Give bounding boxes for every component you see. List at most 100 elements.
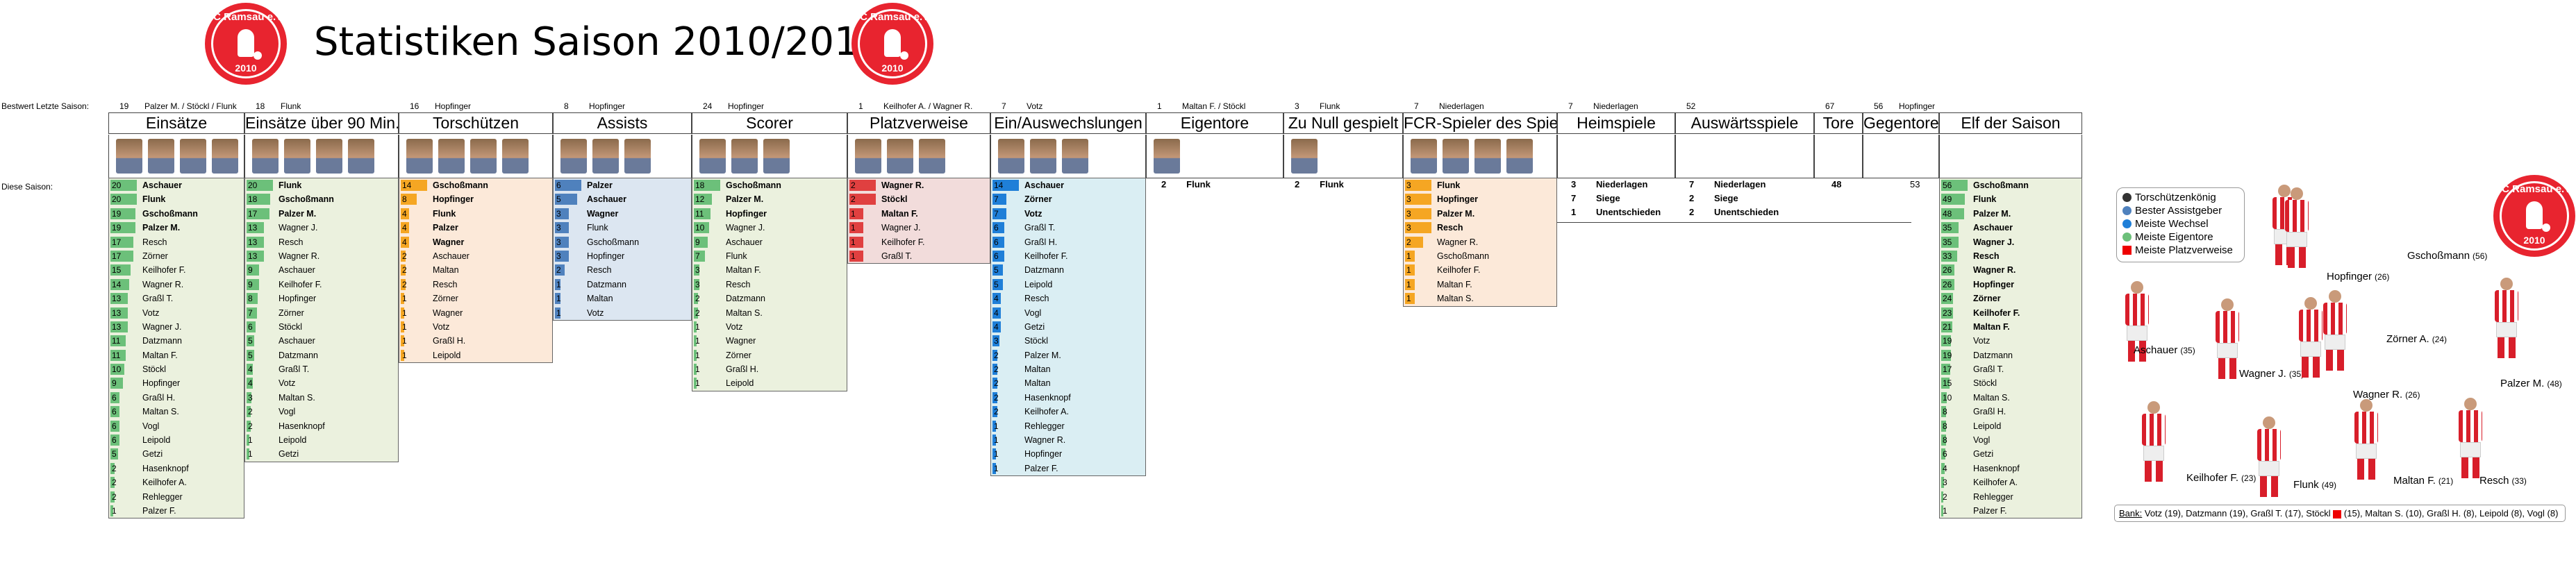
row-value: 3 <box>556 208 561 219</box>
player-shorts <box>2356 444 2377 459</box>
row-player-name: Keilhofer F. <box>881 237 925 247</box>
player-photo <box>1291 139 1318 174</box>
table-row: 3 Maltan S. <box>245 391 398 405</box>
player-head <box>2500 278 2513 290</box>
player-figure <box>2459 398 2482 481</box>
table-row: 14 Aschauer <box>991 178 1145 192</box>
value-bar <box>1941 264 1954 276</box>
table-row: 1 Zörner <box>399 292 552 305</box>
player-figure <box>2323 290 2347 373</box>
page-title: Statistiken Saison 2010/2011 <box>314 19 884 65</box>
player-legs <box>2326 350 2344 371</box>
section-header: Gegentore <box>1863 112 1939 134</box>
row-player-name: Hopfinger <box>142 378 181 389</box>
table-row: 56 Gschoßmann <box>1940 178 2081 192</box>
player-photo <box>919 139 945 174</box>
row-value: 1 <box>1943 505 1947 516</box>
gegentore-value: 53 <box>1910 179 1920 189</box>
row-value: 6 <box>1943 449 1947 459</box>
row-player-name: Wagner J. <box>142 321 182 332</box>
player-photo <box>316 139 342 174</box>
value-bar <box>110 293 128 305</box>
bestwert-label: Bestwert Letzte Saison: <box>1 101 90 111</box>
player-photo <box>212 139 238 174</box>
table-row: 6 Getzi <box>1940 447 2081 461</box>
bestwert-name: Flunk <box>1320 101 1340 111</box>
ball-icon <box>2122 233 2132 242</box>
row-value: 1 <box>402 294 407 304</box>
value-bar <box>1405 264 1415 276</box>
table-row: 1 Keilhofer F. <box>1404 263 1556 277</box>
row-value: 2 <box>556 265 561 276</box>
table-row: 5 Getzi <box>109 447 244 461</box>
match-result: Siege <box>1596 193 1620 203</box>
row-player-name: Leipold <box>142 435 171 446</box>
player-photo <box>1443 139 1469 174</box>
player-legs <box>2498 337 2516 358</box>
row-value: 2 <box>695 294 700 304</box>
stat-column-torschuetzen: 14 Gschoßmann 8 Hopfinger 4 Flunk 4 Palzer 4 Wagn… <box>399 178 553 364</box>
row-value: 26 <box>1943 279 1952 289</box>
value-bar <box>110 208 136 219</box>
table-row: 1 Maltan F. <box>848 207 990 221</box>
value-bar <box>1941 180 1968 191</box>
row-value: 6 <box>994 251 999 261</box>
stat-column-platzverweise: 2 Wagner R. 2 Stöckl 1 Maltan F. 1 Wagner J. 1 Ke… <box>847 178 990 264</box>
row-player-name: Votz <box>1973 336 1991 346</box>
row-player-name: Datzmann <box>726 294 765 304</box>
table-row: 1 Votz <box>692 320 847 334</box>
player-score: (21) <box>2438 476 2454 486</box>
row-value: 18 <box>248 194 258 205</box>
section-header: Scorer <box>692 112 847 134</box>
row-value: 5 <box>556 194 561 205</box>
player-name: Wagner R. <box>2353 389 2403 400</box>
row-player-name: Resch <box>433 279 458 289</box>
bank-label: Bank: <box>2119 508 2143 518</box>
table-row: 1 Maltan <box>554 292 691 305</box>
value-bar <box>992 278 1003 290</box>
match-result: Niederlagen <box>1596 179 1648 189</box>
value-bar <box>1941 194 1965 205</box>
player-shirt <box>2354 412 2378 444</box>
row-value: 3 <box>695 265 700 276</box>
row-value: 4 <box>994 294 999 304</box>
player-figure <box>2216 298 2239 382</box>
player-photo <box>624 139 651 174</box>
row-value: 6 <box>112 435 117 446</box>
table-row: 13 Wagner J. <box>245 221 398 235</box>
table-row: 19 Votz <box>1940 334 2081 348</box>
row-player-name: Hopfinger <box>726 208 767 219</box>
value-bar <box>247 364 254 376</box>
row-value: 3 <box>556 251 561 261</box>
value-bar <box>1941 208 1964 219</box>
table-row: 5 Leipold <box>991 278 1145 292</box>
row-player-name: Aschauer <box>142 180 182 190</box>
table-row: 1 Graßl H. <box>692 362 847 376</box>
bestwert-name: Palzer M. / Stöckl / Flunk <box>144 101 237 111</box>
table-row: 3 Flunk <box>554 221 691 235</box>
row-player-name: Zörner <box>142 251 168 261</box>
value-bar <box>1941 435 1947 446</box>
player-photo <box>502 139 529 174</box>
table-row: 2 Wagner R. <box>848 178 990 192</box>
row-player-name: Maltan S. <box>1973 392 2010 403</box>
eigentore-row: 2 Flunk <box>1161 179 1211 189</box>
row-player-name: Wagner J. <box>1973 237 2015 247</box>
row-value: 15 <box>112 265 122 276</box>
player-figure <box>2125 281 2149 364</box>
value-bar <box>247 435 249 446</box>
player-score: (56) <box>2473 251 2488 261</box>
table-row: 21 Maltan F. <box>1940 320 2081 334</box>
zunull-row: 2 Flunk <box>1295 179 1344 189</box>
row-player-name: Zörner <box>433 294 458 304</box>
row-player-name: Datzmann <box>142 336 182 346</box>
player-name: Maltan F. <box>2393 475 2436 487</box>
value-bar <box>110 321 128 332</box>
row-player-name: Maltan F. <box>1437 279 1472 289</box>
value-bar <box>849 236 863 248</box>
value-bar <box>555 250 569 262</box>
value-bar <box>1941 278 1954 290</box>
row-value: 2 <box>402 265 407 276</box>
player-score: (49) <box>2321 480 2337 490</box>
value-bar <box>694 208 711 219</box>
